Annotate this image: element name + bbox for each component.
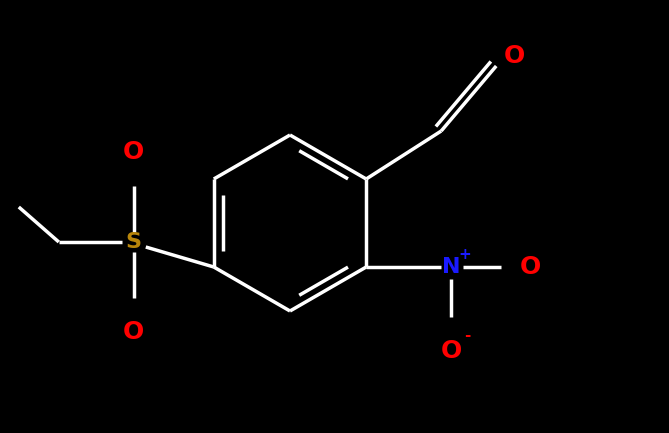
Text: S: S (126, 232, 142, 252)
Text: O: O (441, 339, 462, 363)
Text: O: O (123, 140, 145, 164)
Text: +: + (459, 246, 472, 262)
Text: O: O (520, 255, 541, 279)
Text: N: N (442, 257, 460, 277)
Text: O: O (504, 44, 525, 68)
Text: -: - (464, 327, 470, 343)
Text: O: O (123, 320, 145, 344)
